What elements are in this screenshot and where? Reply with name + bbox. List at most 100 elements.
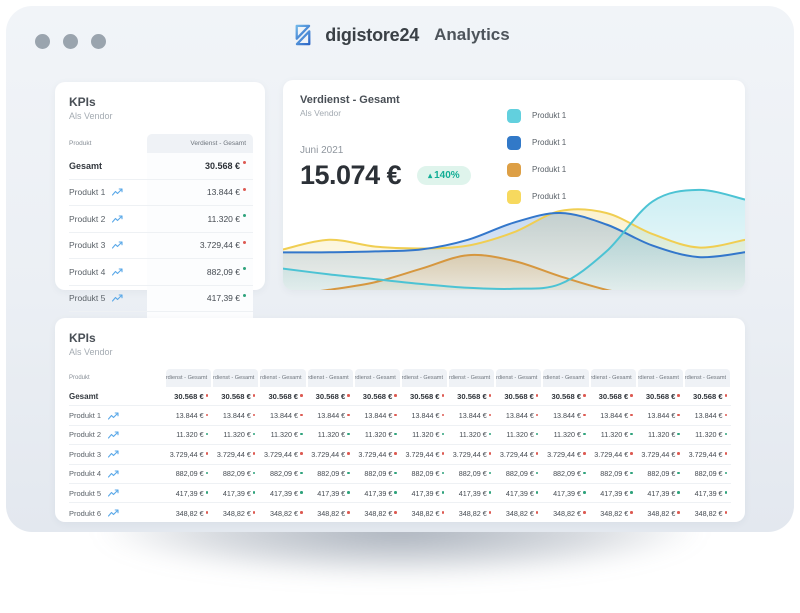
- column-header-value[interactable]: Verdienst - Gesamt: [166, 369, 212, 387]
- table-row[interactable]: Produkt 2 11.320 € 11.320 € 11.320 € 11.320 …: [69, 426, 731, 446]
- kpi-table-header: Produkt Verdienst - Gesamt: [69, 134, 253, 153]
- window-dot-2[interactable]: [63, 34, 78, 49]
- column-header-value[interactable]: Verdienst - Gesamt: [684, 369, 731, 387]
- value-text: 882,09 €: [600, 469, 629, 479]
- table-row[interactable]: Produkt 5 417,39 € 417,39 € 417,39 € 417,39 …: [69, 484, 731, 504]
- value-text: 417,39 €: [458, 488, 487, 498]
- value-text: 417,39 €: [270, 488, 299, 498]
- legend-item[interactable]: Produkt 1: [507, 129, 566, 156]
- value-text: 11.320 €: [553, 430, 582, 440]
- table-cell: 3.729,44 €: [259, 450, 306, 459]
- table-cell: 11.320 €: [259, 430, 306, 439]
- value-text: 417,39 €: [694, 488, 723, 498]
- value-text: 882,09 €: [647, 469, 676, 479]
- sparkline-trend-icon[interactable]: [108, 509, 119, 517]
- trend-mark: [252, 394, 256, 397]
- value-text: 30.568 €: [693, 391, 723, 401]
- row-label: Produkt 5: [69, 293, 147, 303]
- sparkline-trend-icon[interactable]: [112, 241, 123, 249]
- kpi-wide-card-subtitle: Als Vendor: [69, 347, 113, 357]
- table-cell: 13.844 €: [495, 411, 542, 420]
- kpi-wide-table-header: Produkt Verdienst - GesamtVerdienst - Ge…: [69, 369, 731, 387]
- table-row[interactable]: Gesamt 30.568 € 30.568 € 30.568 € 30.568 € 30…: [69, 387, 731, 407]
- legend-item[interactable]: Produkt 1: [507, 156, 566, 183]
- table-cell: 11.320 €: [212, 430, 259, 439]
- table-row[interactable]: Gesamt 30.568 €: [69, 153, 253, 180]
- value-text: 30.568 €: [174, 391, 204, 401]
- table-cell: 30.568 €: [495, 392, 542, 401]
- table-cell: 417,39 €: [401, 489, 448, 498]
- table-cell: 417,39 €: [448, 489, 495, 498]
- table-cell: 3.729,44 €: [637, 450, 684, 459]
- trend-mark: [535, 432, 539, 436]
- table-row[interactable]: Produkt 4 882,09 € 882,09 € 882,09 € 882,09 …: [69, 465, 731, 484]
- brand-name: digistore: [325, 24, 400, 45]
- column-header-value[interactable]: Verdienst - Gesamt: [401, 369, 448, 387]
- trend-mark: [488, 432, 492, 436]
- table-cell: 417,39 €: [354, 489, 401, 498]
- sparkline-trend-icon[interactable]: [108, 412, 119, 420]
- column-header-value[interactable]: Verdienst - Gesamt: [637, 369, 683, 387]
- trend-mark: [535, 452, 539, 455]
- table-cell: 13.844 €: [542, 411, 589, 420]
- column-header-value[interactable]: Verdienst - Gesamt: [147, 134, 253, 153]
- trend-mark: [441, 452, 445, 455]
- table-row[interactable]: Produkt 6 348,82 € 348,82 € 348,82 € 348,82 …: [69, 503, 731, 522]
- series-line-1: [283, 211, 745, 259]
- trend-mark: [583, 471, 586, 475]
- value-text: 348,82 €: [364, 508, 393, 518]
- sparkline-trend-icon[interactable]: [108, 431, 119, 439]
- sparkline-trend-icon[interactable]: [108, 450, 119, 458]
- table-row[interactable]: Produkt 4 882,09 €: [69, 259, 253, 286]
- product-name: Gesamt: [69, 160, 103, 171]
- sparkline-trend-icon[interactable]: [112, 268, 123, 276]
- sparkline-trend-icon[interactable]: [112, 294, 123, 302]
- value-text: 3.729,44 €: [594, 449, 629, 459]
- table-row[interactable]: Produkt 3 3.729,44 € 3.729,44 € 3.729,44 € 3…: [69, 445, 731, 465]
- legend-item[interactable]: Produkt 1: [507, 183, 566, 210]
- sparkline-trend-icon[interactable]: [112, 188, 123, 196]
- table-row[interactable]: Produkt 2 11.320 €: [69, 206, 253, 233]
- sparkline-trend-icon[interactable]: [108, 489, 119, 497]
- column-header-value[interactable]: Verdienst - Gesamt: [590, 369, 636, 387]
- product-name: Produkt 6: [69, 508, 102, 518]
- table-cell: 3.729,44 €: [542, 450, 589, 459]
- product-name: Produkt 3: [69, 449, 102, 459]
- table-row[interactable]: Produkt 1 13.844 €: [69, 179, 253, 206]
- window-dot-1[interactable]: [35, 34, 50, 49]
- value-text: 11.320 €: [412, 430, 440, 440]
- column-header-value[interactable]: Verdienst - Gesamt: [260, 369, 306, 387]
- series-line-0: [283, 208, 745, 251]
- table-row[interactable]: Produkt 3 3.729,44 €: [69, 232, 253, 259]
- column-header-value[interactable]: Verdienst - Gesamt: [449, 369, 495, 387]
- sparkline-trend-icon[interactable]: [112, 215, 123, 223]
- table-row[interactable]: Produkt 5 417,39 €: [69, 285, 253, 312]
- value-text: 30.568 €: [315, 391, 346, 401]
- column-header-value[interactable]: Verdienst - Gesamt: [213, 369, 259, 387]
- legend-item[interactable]: Produkt 1: [507, 102, 566, 129]
- table-cell: 3.729,44 €: [684, 450, 731, 459]
- value-text: 11.320 €: [695, 430, 723, 440]
- value-text: 417,39 €: [600, 488, 629, 498]
- value-text: 13.844 €: [364, 411, 393, 421]
- value-text: 11.320 €: [207, 213, 240, 224]
- column-header-value[interactable]: Verdienst - Gesamt: [496, 369, 542, 387]
- column-header-product: Produkt: [69, 375, 90, 381]
- column-header-value[interactable]: Verdienst - Gesamt: [307, 369, 353, 387]
- trend-mark: [243, 161, 246, 165]
- trend-mark: [205, 471, 209, 475]
- trend-mark: [394, 491, 397, 494]
- product-name: Produkt 3: [69, 240, 106, 251]
- value-text: 882,09 €: [505, 469, 534, 479]
- column-header-value[interactable]: Verdienst - Gesamt: [354, 369, 400, 387]
- table-cell: 13.844 €: [637, 411, 684, 420]
- table-row[interactable]: Produkt 1 13.844 € 13.844 € 13.844 € 13.844 …: [69, 406, 731, 426]
- trend-mark: [243, 214, 246, 218]
- window-dot-3[interactable]: [91, 34, 106, 49]
- value-text: 30.568 €: [645, 391, 676, 401]
- table-cell: 417,39 €: [307, 489, 354, 498]
- column-header-value[interactable]: Verdienst - Gesamt: [543, 369, 589, 387]
- trend-mark: [583, 432, 586, 436]
- sparkline-trend-icon[interactable]: [108, 470, 119, 478]
- value-text: 13.844 €: [553, 411, 582, 421]
